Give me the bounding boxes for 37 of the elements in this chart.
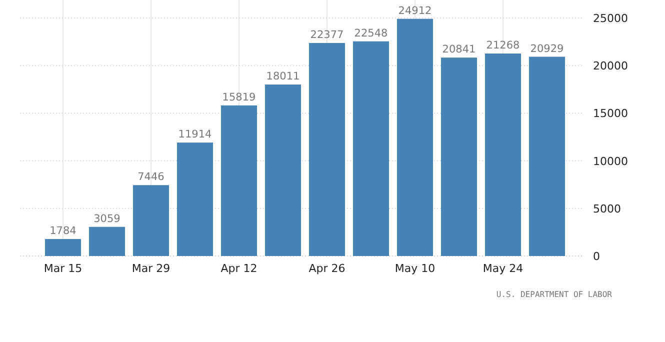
y-tick-label: 10000 bbox=[593, 154, 628, 168]
data-label: 11914 bbox=[178, 128, 212, 141]
bar bbox=[440, 58, 478, 256]
data-label: 3059 bbox=[94, 212, 120, 225]
data-label: 1784 bbox=[50, 225, 77, 238]
data-label: 20841 bbox=[442, 44, 476, 56]
x-tick-label: May 24 bbox=[482, 262, 524, 275]
bar bbox=[308, 42, 346, 256]
bar bbox=[264, 84, 302, 256]
y-tick-label: 5000 bbox=[593, 202, 621, 216]
x-tick-label: Apr 12 bbox=[220, 262, 258, 275]
bar bbox=[528, 56, 566, 256]
data-label: 7446 bbox=[138, 171, 165, 184]
data-label: 15819 bbox=[222, 91, 256, 104]
bar bbox=[88, 226, 126, 256]
bar bbox=[132, 185, 170, 256]
y-tick-label: 15000 bbox=[593, 107, 628, 120]
x-tick-label: Mar 29 bbox=[132, 262, 170, 275]
data-label: 24912 bbox=[398, 4, 432, 17]
bar bbox=[484, 54, 522, 256]
x-tick-label: Mar 15 bbox=[44, 262, 82, 275]
data-label: 20929 bbox=[530, 42, 564, 55]
x-tick-label: Apr 26 bbox=[308, 262, 346, 275]
y-tick-label: 0 bbox=[593, 250, 600, 263]
data-label: 22377 bbox=[310, 28, 344, 41]
x-tick-label: May 10 bbox=[394, 262, 436, 275]
bar bbox=[396, 18, 434, 256]
bar bbox=[352, 41, 390, 256]
bar bbox=[176, 142, 214, 256]
data-label: 22548 bbox=[354, 27, 388, 40]
y-tick-label: 25000 bbox=[593, 12, 628, 25]
data-label: 21268 bbox=[486, 40, 520, 52]
y-tick-label: 20000 bbox=[593, 60, 628, 73]
bar bbox=[44, 239, 82, 256]
bar bbox=[220, 105, 258, 256]
text: U.S. DEPARTMENT OF LABOR bbox=[496, 290, 612, 299]
data-label: 18011 bbox=[266, 70, 300, 83]
